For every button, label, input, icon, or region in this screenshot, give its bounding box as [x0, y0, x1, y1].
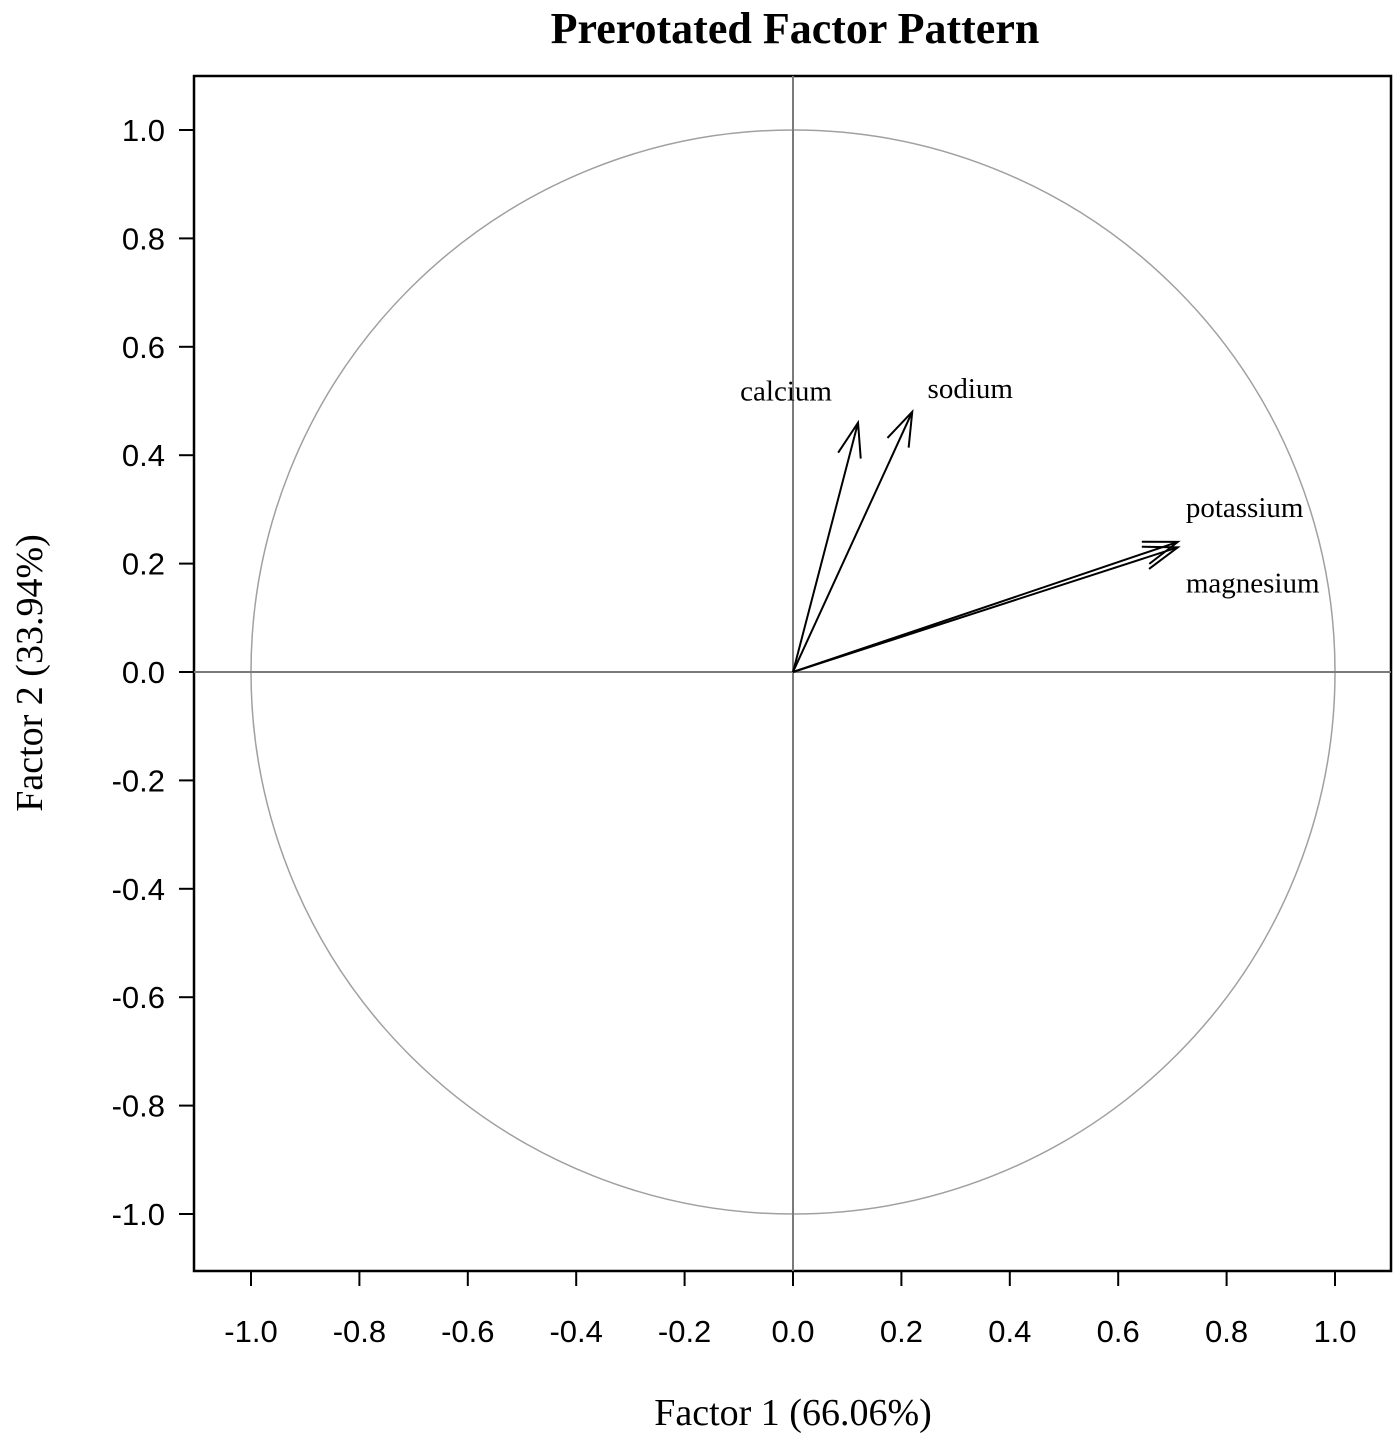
vector-arrowhead — [1141, 545, 1181, 570]
x-tick-label: 0.8 — [1205, 1314, 1248, 1349]
y-tick-label: 0.4 — [122, 438, 165, 473]
x-tick-label: -0.2 — [658, 1314, 711, 1349]
vector-arrowhead — [1141, 540, 1181, 565]
vector-line — [792, 411, 914, 673]
vector-label: sodium — [928, 373, 1014, 405]
x-tick-label: 1.0 — [1313, 1314, 1356, 1349]
y-tick-label: 0.2 — [122, 547, 165, 582]
x-tick-label: 0.2 — [880, 1314, 923, 1349]
vector-label: magnesium — [1186, 567, 1320, 599]
vector-calcium: calcium — [740, 376, 862, 673]
y-tick-label: -0.6 — [112, 980, 165, 1015]
y-tick-label: -0.8 — [112, 1089, 165, 1124]
x-tick-label: -0.6 — [441, 1314, 494, 1349]
x-tick-label: -0.8 — [333, 1314, 386, 1349]
y-tick-label: -0.4 — [112, 872, 165, 907]
vector-label: calcium — [740, 376, 832, 408]
chart-title: Prerotated Factor Pattern — [551, 4, 1040, 53]
x-tick-label: 0.4 — [988, 1314, 1031, 1349]
vector-potassium: potassium — [792, 492, 1304, 673]
y-tick-label: 0.6 — [122, 330, 165, 365]
vector-magnesium: magnesium — [792, 545, 1320, 673]
x-tick-label: 0.0 — [771, 1314, 814, 1349]
vector-line — [792, 546, 1179, 673]
vector-line — [792, 422, 860, 673]
vector-arrowhead — [886, 409, 914, 448]
x-axis-label: Factor 1 (66.06%) — [654, 1392, 932, 1434]
x-tick-label: 0.6 — [1097, 1314, 1140, 1349]
vector-arrowhead — [837, 419, 862, 459]
y-tick-label: 0.8 — [122, 221, 165, 256]
x-tick-label: -0.4 — [549, 1314, 602, 1349]
vector-sodium: sodium — [792, 373, 1014, 673]
y-tick-label: -0.2 — [112, 763, 165, 798]
y-tick-label: 1.0 — [122, 113, 165, 148]
x-tick-label: -1.0 — [224, 1314, 277, 1349]
y-tick-label: -1.0 — [112, 1197, 165, 1232]
y-axis-label: Factor 2 (33.94%) — [9, 534, 51, 812]
y-tick-label: 0.0 — [122, 655, 165, 690]
vector-label: potassium — [1186, 492, 1304, 524]
